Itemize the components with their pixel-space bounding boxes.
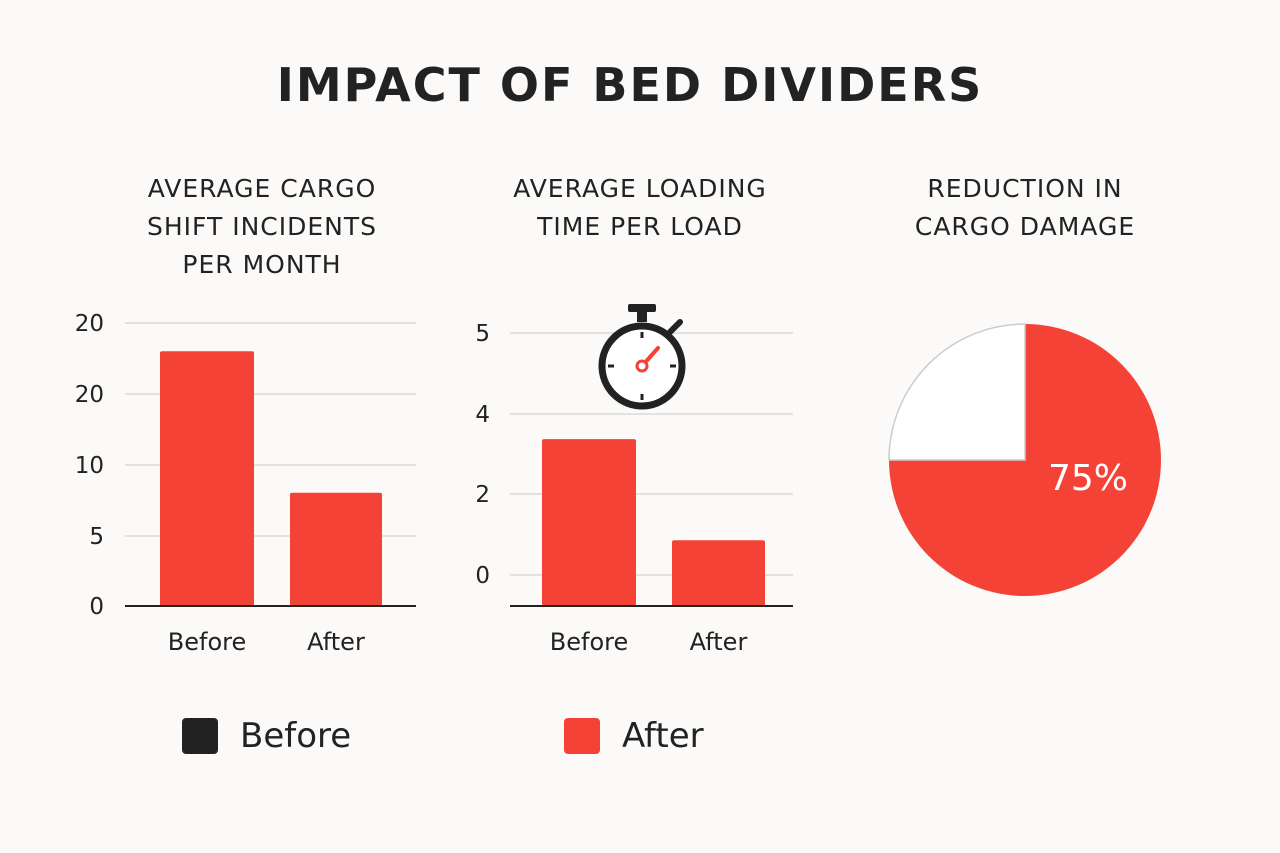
chart-title-line: SHIFT INCIDENTS xyxy=(147,212,377,241)
y-tick-label: 20 xyxy=(75,382,104,408)
x-tick-label: After xyxy=(690,628,748,656)
chart-title-line: PER MONTH xyxy=(182,250,342,279)
legend-swatch-before xyxy=(182,718,218,754)
page-title: IMPACT OF BED DIVIDERS xyxy=(276,58,984,112)
y-tick-label: 5 xyxy=(475,321,490,347)
chart-title-loading-time: AVERAGE LOADING TIME PER LOAD xyxy=(490,170,790,246)
y-tick-label: 0 xyxy=(475,563,490,589)
legend-swatch-after xyxy=(564,718,600,754)
bar-before xyxy=(542,439,636,606)
chart-title-line: AVERAGE CARGO xyxy=(147,174,377,203)
chart-title-line: AVERAGE LOADING xyxy=(513,174,767,203)
y-tick-label: 5 xyxy=(89,524,104,550)
chart-title-line: REDUCTION IN xyxy=(927,174,1123,203)
chart-title-line: TIME PER LOAD xyxy=(537,212,743,241)
bar-chart-cargo-shift: 0 5 10 20 20 Before After xyxy=(75,311,416,656)
y-tick-label: 2 xyxy=(475,482,490,508)
bar-after xyxy=(290,492,382,606)
chart-title-cargo-shift: AVERAGE CARGO SHIFT INCIDENTS PER MONTH xyxy=(112,170,412,284)
chart-title-cargo-damage: REDUCTION IN CARGO DAMAGE xyxy=(875,170,1175,246)
y-tick-label: 20 xyxy=(75,311,104,337)
pie-slice-label: 75% xyxy=(1048,458,1128,499)
y-tick-label: 10 xyxy=(75,453,104,479)
legend-label: Before xyxy=(240,716,352,756)
legend-item-before: Before xyxy=(182,716,351,756)
x-tick-label: After xyxy=(307,628,365,656)
chart-title-line: CARGO DAMAGE xyxy=(914,212,1136,241)
pie-slice xyxy=(888,323,1026,461)
x-tick-label: Before xyxy=(550,628,628,656)
bar-after xyxy=(672,540,765,606)
legend-label: After xyxy=(622,716,704,756)
y-tick-label: 0 xyxy=(89,594,104,620)
legend-item-after: After xyxy=(564,716,704,756)
pie-chart-cargo-damage: 75% xyxy=(888,323,1161,596)
bar-before xyxy=(160,351,254,606)
x-tick-label: Before xyxy=(168,628,246,656)
y-tick-label: 4 xyxy=(475,402,490,428)
bar-chart-loading-time: 0 2 4 5 Before After xyxy=(475,321,793,656)
stopwatch-icon xyxy=(598,304,686,410)
